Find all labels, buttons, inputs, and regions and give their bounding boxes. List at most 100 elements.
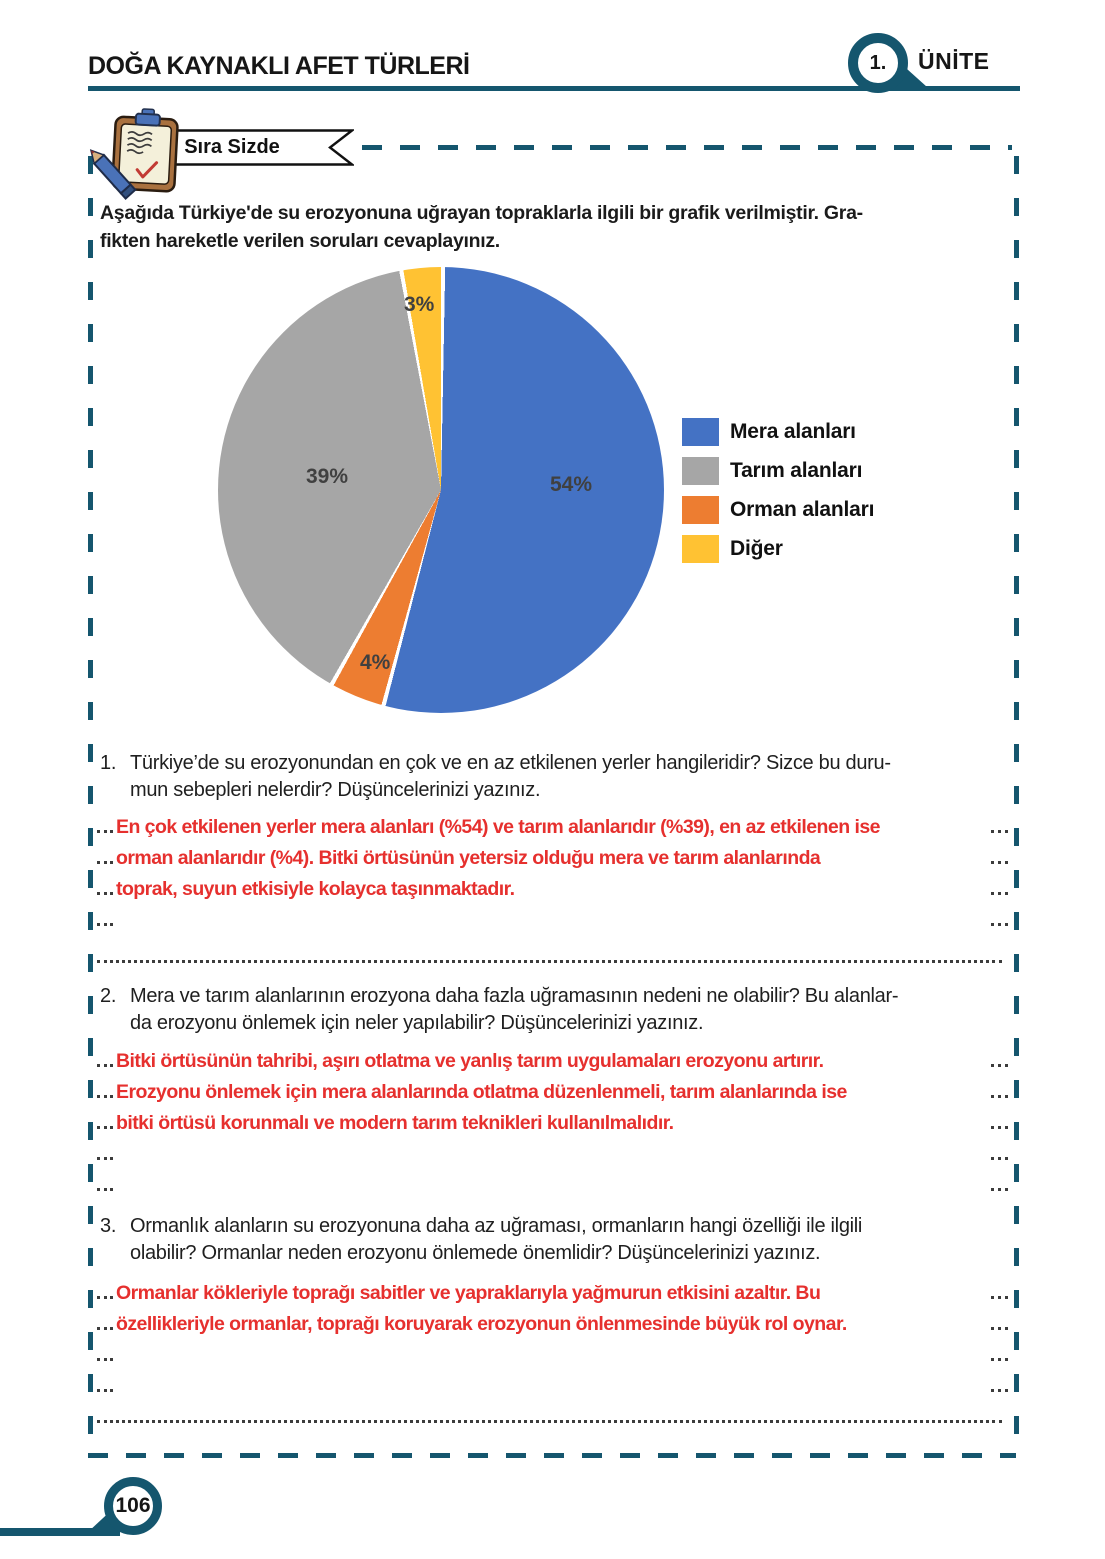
dotted-rule bbox=[97, 1188, 113, 1191]
intro-line: fikten hareketle verilen soruları cevapl… bbox=[100, 230, 500, 252]
handwritten-answer: Ormanlar kökleriyle toprağı sabitler ve … bbox=[116, 1282, 821, 1304]
handwritten-answer: özellikleriyle ormanlar, toprağı koruyar… bbox=[116, 1313, 847, 1335]
erosion-pie-figure: 54% 4% 39% 3% bbox=[218, 267, 664, 713]
answer-line: Erozyonu önlemek için mera alanlarında o… bbox=[97, 1077, 1008, 1108]
unit-number: 1. bbox=[869, 51, 887, 74]
dotted-rule bbox=[991, 923, 1008, 926]
page-number: 106 bbox=[115, 1494, 151, 1517]
answer-area-2: Bitki örtüsünün tahribi, aşırı otlatma v… bbox=[97, 1046, 1008, 1201]
sira-sizde-banner: Sıra Sizde bbox=[134, 129, 354, 166]
pie-label-diger: 3% bbox=[404, 293, 435, 316]
dotted-rule bbox=[991, 1095, 1008, 1098]
legend-label: Tarım alanları bbox=[730, 459, 863, 482]
question-2: 2. Mera ve tarım alanlarının erozyona da… bbox=[100, 983, 1008, 1036]
dotted-rule bbox=[97, 1064, 113, 1067]
page-number-badge: 106 bbox=[104, 1477, 162, 1535]
dotted-separator bbox=[97, 1420, 1002, 1423]
legend-color-swatch bbox=[682, 457, 719, 485]
legend-item: Mera alanları bbox=[682, 418, 874, 446]
dotted-rule bbox=[991, 1126, 1008, 1129]
frame-border-bottom bbox=[88, 1453, 1016, 1458]
frame-border-left bbox=[88, 156, 93, 1450]
question-number: 3. bbox=[100, 1215, 117, 1237]
answer-area-3: Ormanlar kökleriyle toprağı sabitler ve … bbox=[97, 1278, 1008, 1423]
question-line: Ormanlık alanların su erozyonuna daha az… bbox=[130, 1215, 863, 1237]
frame-border-top bbox=[362, 145, 1012, 150]
dotted-rule bbox=[97, 1327, 113, 1330]
legend-color-swatch bbox=[682, 535, 719, 563]
clipboard-pencil-icon bbox=[89, 108, 179, 200]
legend-item: Diğer bbox=[682, 535, 874, 563]
answer-line: özellikleriyle ormanlar, toprağı koruyar… bbox=[97, 1309, 1008, 1340]
intro-line: Aşağıda Türkiye'de su erozyonuna uğrayan… bbox=[100, 202, 863, 224]
handwritten-answer: toprak, suyun etkisiyle kolayca taşınmak… bbox=[116, 878, 515, 900]
answer-line-empty bbox=[97, 905, 1008, 936]
question-line: da erozyonu önlemek için neler yapılabil… bbox=[130, 1011, 704, 1034]
question-3: 3. Ormanlık alanların su erozyonuna daha… bbox=[100, 1213, 1008, 1266]
dotted-rule bbox=[97, 861, 113, 864]
chart-legend: Mera alanları Tarım alanları Orman alanl… bbox=[682, 418, 874, 574]
question-line: mun sebepleri nelerdir? Düşüncelerinizi … bbox=[130, 778, 541, 801]
dotted-rule bbox=[97, 1126, 113, 1129]
footer-bar bbox=[0, 1528, 120, 1536]
question-number: 1. bbox=[100, 752, 117, 774]
question-line: Türkiye’de su erozyonundan en çok ve en … bbox=[130, 752, 891, 774]
handwritten-answer: bitki örtüsü korunmalı ve modern tarım t… bbox=[116, 1112, 674, 1134]
question-text: Ormanlık alanların su erozyonuna daha az… bbox=[130, 1213, 862, 1266]
dotted-rule bbox=[97, 830, 113, 833]
dotted-rule bbox=[991, 1296, 1008, 1299]
handwritten-answer: Bitki örtüsünün tahribi, aşırı otlatma v… bbox=[116, 1050, 824, 1072]
frame-border-right bbox=[1014, 156, 1019, 1454]
legend-item: Tarım alanları bbox=[682, 457, 874, 485]
answer-line: En çok etkilenen yerler mera alanları (%… bbox=[97, 812, 1008, 843]
dotted-rule bbox=[97, 892, 113, 895]
dotted-rule bbox=[991, 1188, 1008, 1191]
dotted-rule bbox=[991, 1157, 1008, 1160]
page-title: DOĞA KAYNAKLI AFET TÜRLERİ bbox=[88, 52, 470, 80]
dotted-rule bbox=[97, 1095, 113, 1098]
pie-chart bbox=[218, 267, 664, 713]
pie-label-orman: 4% bbox=[360, 651, 391, 674]
answer-line: bitki örtüsü korunmalı ve modern tarım t… bbox=[97, 1108, 1008, 1139]
header-rule bbox=[88, 86, 1020, 91]
question-text: Türkiye’de su erozyonundan en çok ve en … bbox=[130, 750, 891, 803]
pie-label-tarim: 39% bbox=[306, 465, 349, 488]
banner-label: Sıra Sizde bbox=[184, 136, 280, 158]
answer-area-1: En çok etkilenen yerler mera alanları (%… bbox=[97, 812, 1008, 963]
question-text: Mera ve tarım alanlarının erozyona daha … bbox=[130, 983, 899, 1036]
question-number: 2. bbox=[100, 985, 117, 1007]
dotted-separator bbox=[97, 960, 1002, 963]
answer-line: toprak, suyun etkisiyle kolayca taşınmak… bbox=[97, 874, 1008, 905]
answer-line: orman alanlarıdır (%4). Bitki örtüsünün … bbox=[97, 843, 1008, 874]
dotted-rule bbox=[97, 923, 113, 926]
legend-label: Diğer bbox=[730, 537, 783, 560]
answer-line-empty bbox=[97, 1139, 1008, 1170]
answer-line-empty bbox=[97, 1340, 1008, 1371]
question-line: Mera ve tarım alanlarının erozyona daha … bbox=[130, 985, 899, 1007]
handwritten-answer: orman alanlarıdır (%4). Bitki örtüsünün … bbox=[116, 847, 821, 869]
answer-line-empty bbox=[97, 1371, 1008, 1402]
pie-label-mera: 54% bbox=[550, 473, 593, 496]
intro-text: Aşağıda Türkiye'de su erozyonuna uğrayan… bbox=[100, 199, 1010, 255]
dotted-rule bbox=[97, 1296, 113, 1299]
dotted-rule bbox=[991, 1389, 1008, 1392]
legend-color-swatch bbox=[682, 418, 719, 446]
legend-item: Orman alanları bbox=[682, 496, 874, 524]
legend-label: Orman alanları bbox=[730, 498, 875, 521]
legend-label: Mera alanları bbox=[730, 420, 856, 443]
dotted-rule bbox=[991, 1327, 1008, 1330]
dotted-rule bbox=[991, 892, 1008, 895]
answer-line: Ormanlar kökleriyle toprağı sabitler ve … bbox=[97, 1278, 1008, 1309]
dotted-rule bbox=[991, 830, 1008, 833]
answer-line-empty bbox=[97, 1170, 1008, 1201]
dotted-rule bbox=[991, 861, 1008, 864]
question-1: 1. Türkiye’de su erozyonundan en çok ve … bbox=[100, 750, 1008, 803]
dotted-rule bbox=[97, 1389, 113, 1392]
unit-label: ÜNİTE bbox=[918, 48, 990, 74]
answer-line: Bitki örtüsünün tahribi, aşırı otlatma v… bbox=[97, 1046, 1008, 1077]
dotted-rule bbox=[97, 1157, 113, 1160]
dotted-rule bbox=[991, 1358, 1008, 1361]
handwritten-answer: En çok etkilenen yerler mera alanları (%… bbox=[116, 816, 880, 838]
dotted-rule bbox=[97, 1358, 113, 1361]
